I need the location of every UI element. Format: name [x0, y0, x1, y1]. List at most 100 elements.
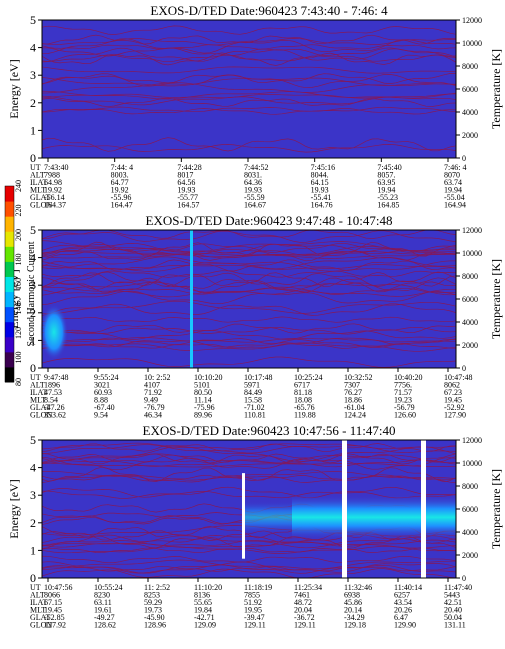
row-label: MLT	[30, 396, 46, 405]
table-cell: 353.62	[44, 411, 66, 420]
table-cell: 8.88	[94, 396, 108, 405]
y-right-tick-label: 6000	[462, 85, 478, 94]
y-tick-label: 4	[30, 251, 36, 265]
y-right-tick-label: 4000	[462, 108, 478, 117]
table-cell: 48.72	[294, 598, 312, 607]
row-label: UT	[30, 373, 41, 382]
y-right-tick-label: 12000	[462, 226, 482, 235]
contour-line	[41, 474, 457, 481]
y-tick-label: 2	[30, 306, 36, 320]
contour-line	[41, 25, 457, 35]
contour-line	[41, 535, 457, 549]
y-tick-label: 3	[30, 68, 36, 82]
table-cell: 19.92	[111, 186, 129, 195]
table-cell: 55.65	[194, 598, 212, 607]
table-cell: -56.79	[394, 403, 415, 412]
contour-line	[41, 542, 457, 549]
table-cell: -75.96	[194, 403, 215, 412]
y-axis-label-right: Temperature [K]	[489, 49, 503, 129]
table-cell: 20.40	[444, 606, 462, 615]
contour-line	[41, 264, 457, 270]
table-cell: 19.95	[244, 606, 262, 615]
table-cell: 128.62	[94, 621, 116, 630]
y-tick-label: 1	[30, 123, 36, 137]
contour-line	[41, 329, 457, 340]
table-cell: 11:10:20	[194, 583, 222, 592]
contour-line	[41, 66, 457, 74]
contour-line	[41, 256, 457, 270]
data-gap	[421, 440, 426, 578]
colorbar-tick-label: 220	[14, 205, 23, 217]
orbit-table: UT 7:43:40 7:44: 4 7:44:28 7:44:52 7:45:16 7:4…	[30, 163, 466, 210]
table-cell: 8230	[94, 591, 110, 600]
table-cell: 10:25:24	[294, 373, 322, 382]
table-cell: 129.09	[194, 621, 216, 630]
colorbar-segment	[5, 246, 14, 262]
contour-line	[41, 559, 456, 570]
row-label: UT	[30, 583, 41, 592]
colorbar-tick-label: 80	[14, 378, 23, 386]
table-cell: 19.92	[44, 186, 62, 195]
row-label: GLON	[30, 411, 52, 420]
table-cell: 47.53	[44, 388, 62, 397]
table-cell: -56.14	[44, 193, 65, 202]
table-cell: 1896	[44, 381, 60, 390]
table-cell: 6717	[294, 381, 310, 390]
y-right-tick-label: 0	[462, 364, 466, 373]
y-tick-label: 5	[30, 223, 36, 237]
colorbar-segment	[5, 231, 14, 247]
table-cell: 42.51	[444, 598, 462, 607]
table-cell: 7756.	[394, 381, 412, 390]
contour-line	[41, 443, 457, 453]
table-cell: 19.73	[144, 606, 162, 615]
row-label: ILAT	[30, 598, 47, 607]
table-cell: -65.76	[294, 403, 315, 412]
table-cell: 11:18:19	[244, 583, 272, 592]
table-cell: 89.96	[194, 411, 212, 420]
table-cell: 10:40:20	[394, 373, 422, 382]
table-cell: 11: 2:52	[144, 583, 170, 592]
table-cell: 129.11	[244, 621, 266, 630]
table-cell: -76.79	[144, 403, 165, 412]
table-cell: 5443	[444, 591, 460, 600]
table-cell: 8003.	[111, 171, 129, 180]
contour-line	[41, 564, 457, 574]
colorbar-tick-label: 240	[14, 180, 23, 192]
table-cell: 8031.	[244, 171, 262, 180]
contour-line	[41, 337, 457, 343]
contour-line	[41, 245, 457, 259]
table-cell: 7:43:40	[44, 163, 68, 172]
table-cell: 11:40:14	[394, 583, 422, 592]
table-cell: -55.41	[311, 193, 332, 202]
y-tick-label: 3	[30, 488, 36, 502]
table-cell: 8057.	[377, 171, 395, 180]
table-cell: 11:47:40	[444, 583, 472, 592]
table-cell: 164.57	[177, 201, 199, 210]
table-cell: 6257	[394, 591, 410, 600]
table-cell: 71.92	[144, 388, 162, 397]
contour-line	[41, 281, 457, 294]
y-tick-label: 3	[30, 278, 36, 292]
y-axis-label: Energy [eV]	[7, 479, 21, 538]
table-cell: 19.45	[44, 606, 62, 615]
contour-line	[41, 47, 457, 57]
row-label: MLT	[30, 186, 46, 195]
table-cell: 63.95	[377, 178, 395, 187]
contour-line	[41, 34, 457, 45]
y-right-tick-label: 6000	[462, 505, 478, 514]
table-cell: 9:55:24	[94, 373, 118, 382]
y-right-tick-label: 8000	[462, 482, 478, 491]
panel-2: EXOS-D/TED Date:960423 9:47:48 - 10:47:4…	[7, 213, 503, 420]
table-cell: 124.24	[344, 411, 366, 420]
table-cell: 19.93	[177, 186, 195, 195]
contour-line	[41, 47, 457, 63]
table-cell: 164.37	[44, 201, 66, 210]
table-cell: 3021	[94, 381, 110, 390]
table-cell: 64.98	[44, 178, 62, 187]
orbit-table: UT 9:47:48 9:55:24 10: 2:52 10:10:20 10:17:48…	[30, 373, 472, 420]
table-cell: 10:47:56	[44, 583, 72, 592]
contour-line	[41, 97, 457, 108]
contour-line	[41, 287, 457, 295]
contour-line	[41, 555, 457, 564]
table-cell: 164.67	[244, 201, 266, 210]
